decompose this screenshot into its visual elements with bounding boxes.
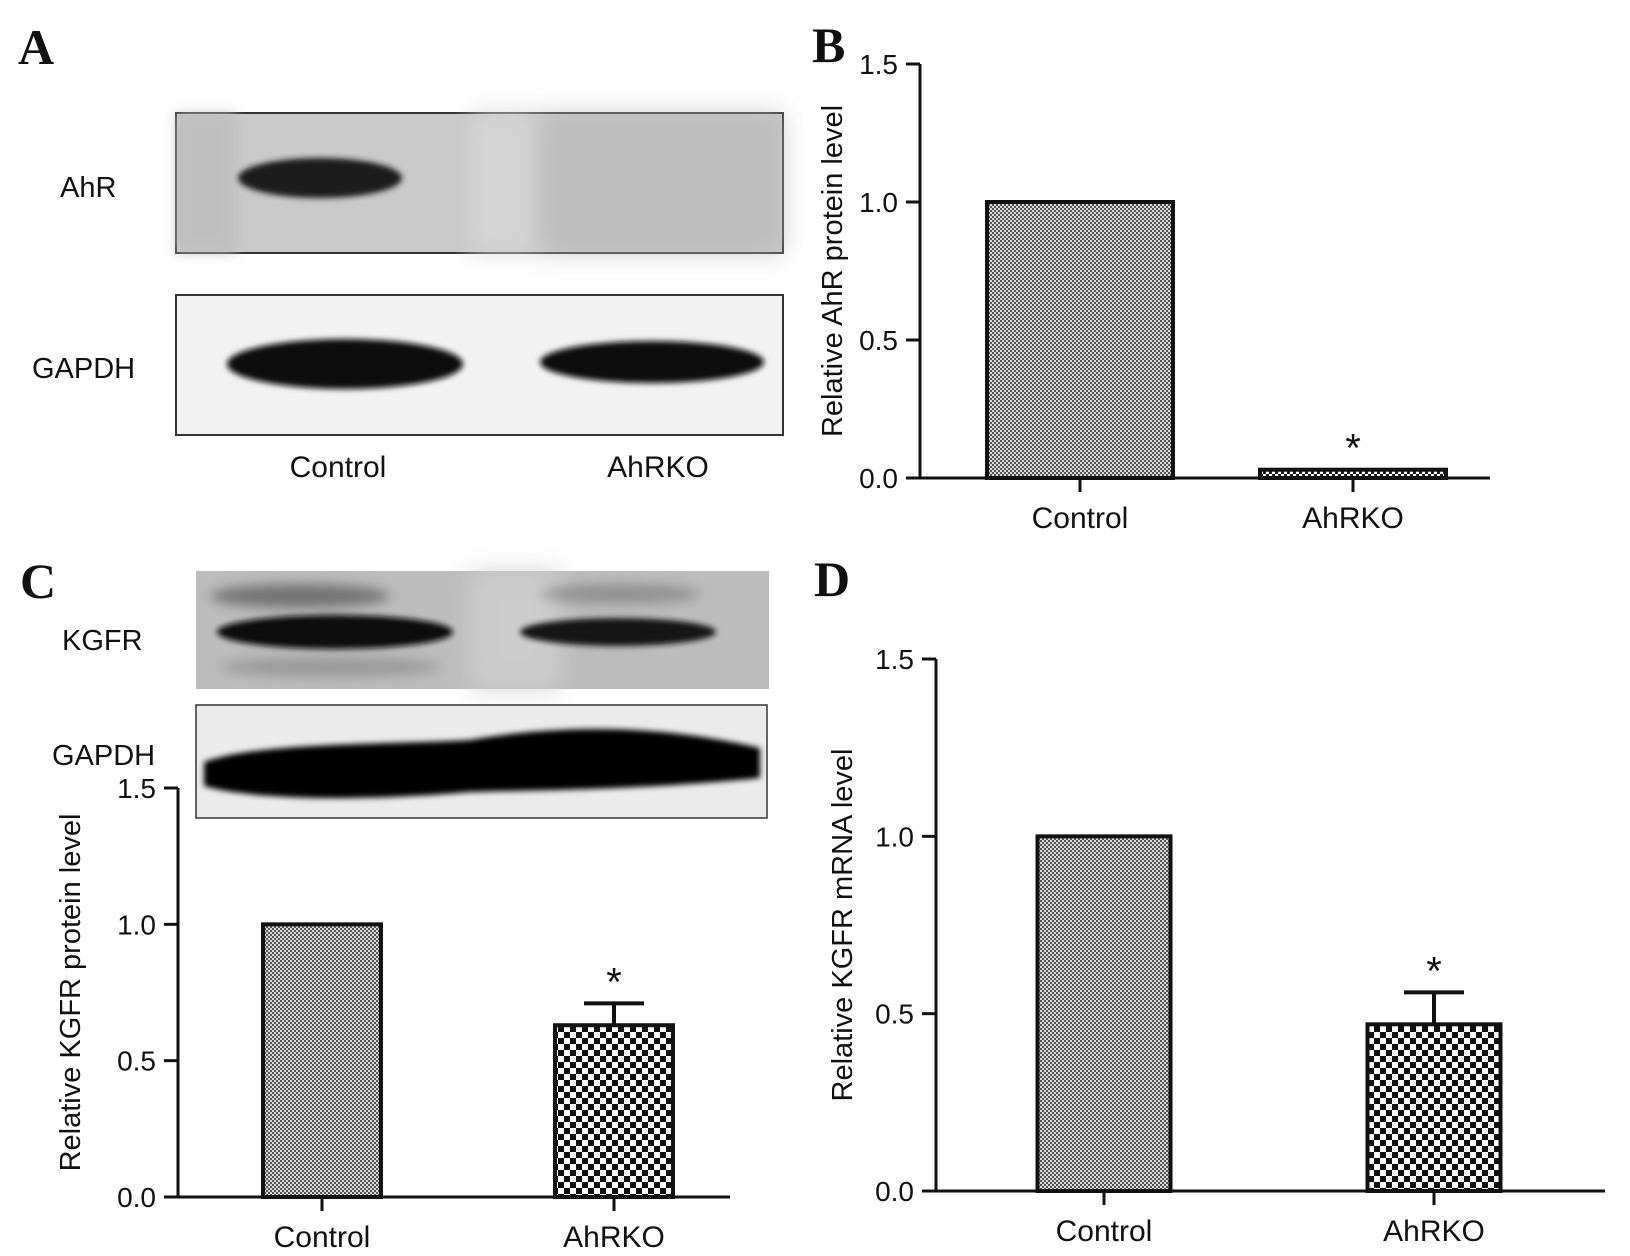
blot-kgfr (196, 571, 769, 689)
chart-d-ytick-label: 1.5 (875, 644, 914, 675)
chart-d-ytick-label: 0.0 (875, 1176, 914, 1207)
chart-d-ylabel: Relative KGFR mRNA level (827, 749, 859, 1102)
blot-gapdh-c (195, 704, 768, 819)
blot-label-gapdh-a: GAPDH (32, 353, 135, 385)
blot-ahr (175, 112, 784, 254)
chart-c-ytick-label: 1.0 (117, 909, 156, 940)
chart-b-xtick-label: Control (1032, 502, 1129, 535)
chart-c-xtick-label: Control (274, 1221, 371, 1254)
chart-c-bar-ahrko (553, 1023, 675, 1199)
chart-b-ytick-label: 0.0 (859, 463, 898, 494)
band-gapdh-a-ahrko (540, 341, 764, 383)
blot-label-gapdh-c: GAPDH (52, 740, 155, 772)
chart-b-ytick-label: 0.5 (859, 325, 898, 356)
chart-b-ytick-label: 1.0 (859, 187, 898, 218)
panel-letter-a: A (18, 19, 54, 75)
panel-letter-d: D (814, 551, 850, 607)
chart-d-bar-ahrko (1365, 1022, 1503, 1193)
blot-gapdh-a (175, 294, 784, 436)
chart-b-significance-ahrko: * (1345, 427, 1361, 471)
chart-b-ylabel: Relative AhR protein level (817, 105, 849, 437)
lane-label-control: Control (290, 451, 387, 484)
blot-label-ahr: AhR (60, 172, 116, 204)
chart-d: D 0.0 0.5 1.0 1.5 Relative KGFR mRNA level Con… (814, 551, 1605, 1248)
chart-b: B 0.0 0.5 1.0 1.5 Relative AhR protein level C… (812, 17, 1490, 535)
chart-b-xtick-label: AhRKO (1302, 502, 1404, 535)
band-gapdh-a-control (227, 339, 463, 389)
chart-d-significance-ahrko: * (1426, 949, 1442, 993)
lane-label-ahrko: AhRKO (607, 451, 709, 484)
chart-c-ytick-label: 0.0 (117, 1182, 156, 1213)
chart-d-bar-control (1035, 834, 1173, 1193)
panel-c-blots: C KGFR GAPDH (20, 553, 769, 819)
chart-c-ytick-label: 1.5 (117, 773, 156, 804)
chart-c: 0.0 0.5 1.0 1.5 Relative KGFR protein level C… (55, 773, 730, 1254)
chart-d-ytick-label: 0.5 (875, 999, 914, 1030)
chart-b-bar-ahrko (1258, 467, 1448, 481)
band-kgfr-ahrko (520, 618, 716, 646)
chart-c-bar-control (261, 922, 383, 1199)
chart-c-ylabel: Relative KGFR protein level (55, 814, 87, 1172)
blot-label-kgfr: KGFR (62, 625, 143, 657)
chart-c-ytick-label: 0.5 (117, 1046, 156, 1077)
chart-b-ytick-label: 1.5 (859, 49, 898, 80)
chart-d-xtick-label: AhRKO (1383, 1215, 1485, 1248)
chart-d-xtick-label: Control (1056, 1215, 1153, 1248)
band-ahr-control (238, 158, 402, 198)
panel-a: A AhR GAPDH Control AhRKO (18, 19, 784, 484)
chart-c-significance-ahrko: * (606, 960, 622, 1004)
chart-b-bar-control (985, 200, 1175, 480)
chart-c-xtick-label: AhRKO (563, 1221, 665, 1254)
chart-d-ytick-label: 1.0 (875, 821, 914, 852)
band-kgfr-control (217, 615, 453, 649)
panel-letter-c: C (20, 553, 56, 609)
panel-letter-b: B (812, 17, 845, 73)
